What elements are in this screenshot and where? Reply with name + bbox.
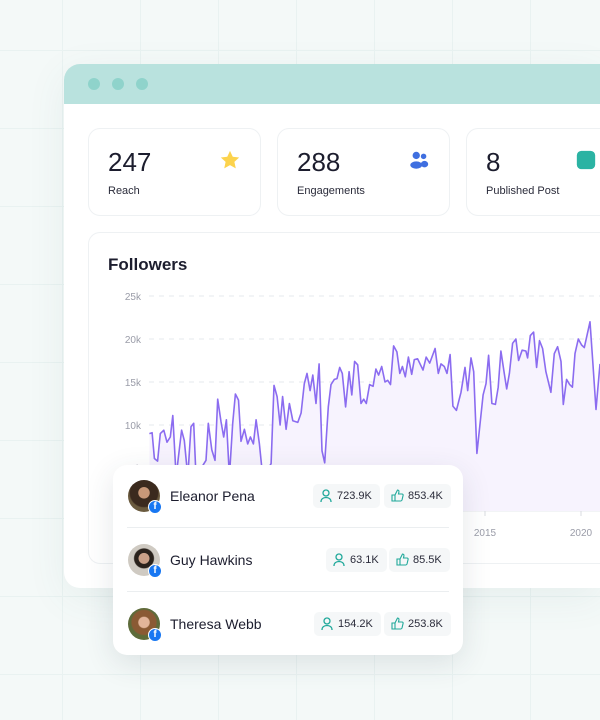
followers-count: 154.2K [338, 618, 373, 630]
y-tick-label: 10k [125, 421, 142, 432]
window-dot-minimize[interactable] [112, 78, 124, 90]
user-icon [320, 489, 332, 503]
likes-badge: 85.5K [389, 548, 450, 572]
top-influencers-card: f Eleanor Pena 723.9K 853.4K f Guy Hawki… [113, 465, 463, 655]
user-icon [321, 617, 333, 631]
stat-card-reach: 247 Reach [88, 128, 261, 216]
list-item[interactable]: f Guy Hawkins 63.1K 85.5K [127, 529, 450, 593]
stat-value: 247 [108, 147, 152, 177]
thumbs-up-icon [391, 617, 404, 630]
user-icon [333, 553, 345, 567]
followers-badge: 63.1K [326, 548, 387, 572]
x-tick-label: 2020 [570, 528, 593, 539]
followers-badge: 723.9K [313, 484, 380, 508]
y-tick-label: 25k [125, 292, 142, 303]
likes-count: 85.5K [413, 554, 442, 566]
likes-count: 253.8K [408, 618, 443, 630]
dashboard-window: 247 Reach 288 Engagements 8 Published Po… [64, 64, 600, 588]
y-tick-label: 15k [125, 378, 142, 389]
followers-badge: 154.2K [314, 612, 381, 636]
likes-count: 853.4K [408, 490, 443, 502]
stat-card-published-post: 8 Published Post [466, 128, 600, 216]
window-titlebar [64, 64, 600, 104]
list-item[interactable]: f Theresa Webb 154.2K 253.8K [127, 593, 451, 657]
post-icon [576, 150, 596, 170]
series-line [149, 321, 600, 478]
x-tick-label: 2015 [474, 528, 497, 539]
facebook-icon: f [148, 628, 162, 642]
window-dot-close[interactable] [88, 78, 100, 90]
window-dot-maximize[interactable] [136, 78, 148, 90]
person-name: Guy Hawkins [170, 552, 253, 568]
followers-count: 723.9K [337, 490, 372, 502]
stat-value: 8 [486, 147, 501, 177]
person-name: Eleanor Pena [170, 488, 255, 504]
thumbs-up-icon [391, 489, 404, 502]
likes-badge: 253.8K [384, 612, 451, 636]
star-icon [220, 150, 240, 169]
stat-card-engagements: 288 Engagements [277, 128, 450, 216]
thumbs-up-icon [396, 553, 409, 566]
y-tick-label: 20k [125, 335, 142, 346]
divider [127, 591, 449, 592]
users-icon [410, 151, 429, 169]
followers-count: 63.1K [350, 554, 379, 566]
divider [127, 527, 449, 528]
stat-label: Reach [108, 185, 140, 197]
stat-value: 288 [297, 147, 341, 177]
list-item[interactable]: f Eleanor Pena 723.9K 853.4K [127, 465, 451, 529]
chart-title: Followers [108, 255, 188, 274]
likes-badge: 853.4K [384, 484, 451, 508]
stat-label: Engagements [297, 185, 365, 197]
facebook-icon: f [148, 500, 162, 514]
person-name: Theresa Webb [170, 616, 262, 632]
facebook-icon: f [148, 564, 162, 578]
stat-label: Published Post [486, 185, 560, 197]
